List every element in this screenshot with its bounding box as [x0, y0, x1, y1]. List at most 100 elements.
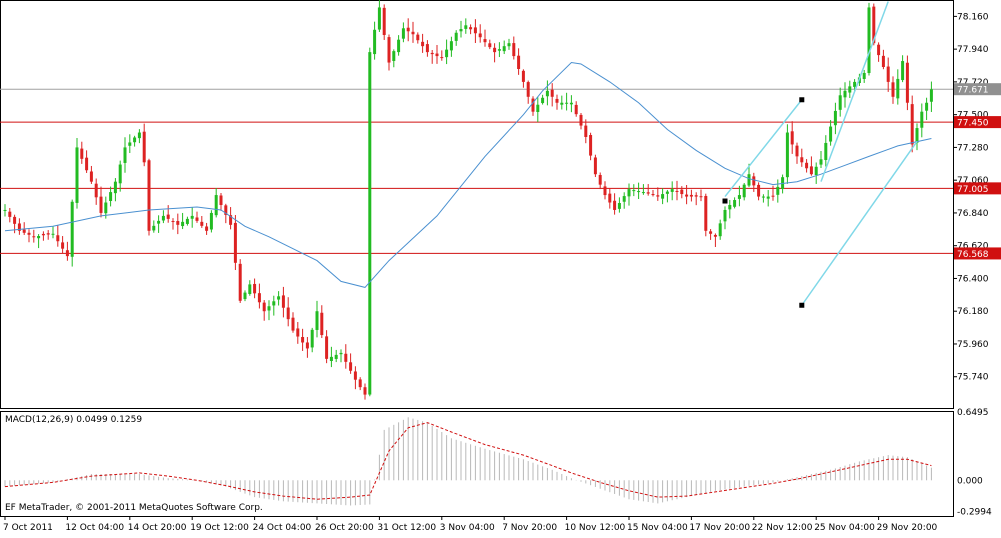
- candle: [406, 18, 410, 42]
- candle: [584, 119, 588, 144]
- candle: [641, 184, 645, 195]
- candle-body: [89, 171, 93, 182]
- candle: [363, 383, 367, 400]
- anchor-marker[interactable]: [799, 97, 805, 103]
- candle-body: [32, 236, 36, 238]
- candle: [473, 19, 477, 44]
- candle-body: [675, 190, 679, 192]
- time-tick-label: 10 Nov 12:00: [565, 523, 626, 533]
- candle-body: [46, 233, 50, 235]
- candle: [901, 55, 905, 83]
- candle-body: [301, 337, 305, 343]
- candle: [152, 220, 156, 233]
- candle-body: [27, 232, 31, 235]
- chart-axes: 78.160 77.940 77.720 77.500 77.280 77.060 76.8…: [3, 12, 1001, 533]
- candle-body: [488, 43, 492, 48]
- candle-body: [464, 25, 468, 29]
- candle-body: [377, 7, 381, 30]
- candle-body: [56, 235, 60, 242]
- candle-body: [358, 379, 362, 388]
- candle-body: [401, 28, 405, 39]
- candle: [627, 183, 631, 206]
- candle: [689, 189, 693, 202]
- candle-body: [85, 157, 89, 171]
- candle-body: [613, 200, 617, 210]
- candle-body: [80, 148, 84, 159]
- candle-body: [766, 196, 770, 199]
- current-price-tag: 77.671: [957, 86, 989, 96]
- candle: [579, 112, 583, 130]
- candle: [171, 218, 175, 230]
- candle: [267, 300, 271, 321]
- candle: [41, 231, 45, 241]
- candle: [891, 76, 895, 104]
- candle-body: [603, 186, 607, 196]
- candle: [334, 349, 338, 363]
- candle-body: [862, 72, 866, 80]
- candle: [94, 178, 98, 205]
- candle-body: [13, 216, 17, 224]
- candle-body: [142, 131, 146, 163]
- candle-body: [123, 147, 127, 163]
- candle-body: [315, 311, 319, 330]
- anchor-marker[interactable]: [799, 302, 805, 308]
- candle-body: [37, 236, 41, 239]
- candle: [430, 50, 434, 64]
- candle-body: [70, 201, 74, 257]
- candle: [397, 35, 401, 56]
- candle: [305, 337, 309, 358]
- channel-line-2[interactable]: [820, 1, 889, 182]
- anchor-marker[interactable]: [722, 198, 728, 204]
- candle: [205, 222, 209, 235]
- candle: [637, 182, 641, 200]
- candle: [536, 97, 540, 123]
- candle: [233, 215, 237, 271]
- candle: [257, 283, 261, 309]
- candle-body: [641, 192, 645, 194]
- candle: [17, 218, 21, 235]
- candle-body: [896, 78, 900, 99]
- candle-body: [699, 196, 703, 198]
- candle-body: [905, 62, 909, 103]
- candle-body: [531, 98, 535, 112]
- candle-body: [545, 90, 549, 97]
- candle-body: [584, 125, 588, 137]
- candle: [680, 186, 684, 199]
- candle-body: [910, 104, 914, 145]
- candle: [886, 57, 890, 92]
- candle: [718, 219, 722, 240]
- candle-body: [65, 250, 69, 257]
- candle: [325, 330, 329, 364]
- channel-line-0[interactable]: [724, 99, 803, 198]
- candle: [37, 234, 41, 249]
- candle-body: [262, 302, 266, 312]
- candle-body: [469, 27, 473, 30]
- candle: [608, 188, 612, 209]
- candle-body: [41, 233, 45, 236]
- candle: [425, 40, 429, 57]
- candle: [56, 224, 60, 247]
- candle-body: [272, 301, 276, 306]
- channel-line-1[interactable]: [801, 141, 918, 306]
- candle-body: [598, 174, 602, 185]
- candle-body: [473, 27, 477, 34]
- candle: [238, 259, 242, 303]
- candle-body: [411, 31, 415, 35]
- candle-body: [248, 284, 252, 294]
- candle: [65, 241, 69, 261]
- candle: [445, 39, 449, 65]
- candle-body: [440, 57, 444, 59]
- candle-body: [819, 159, 823, 165]
- candle-body: [541, 97, 545, 104]
- candle: [248, 280, 252, 296]
- candle: [51, 226, 55, 239]
- candle: [800, 148, 804, 167]
- macd-panel: [0, 411, 954, 517]
- candle: [493, 43, 497, 63]
- candle-body: [752, 176, 756, 186]
- candle-body: [94, 183, 98, 198]
- candle-body: [320, 312, 324, 336]
- candle: [291, 312, 295, 333]
- candle: [209, 210, 213, 233]
- candle-body: [435, 53, 439, 57]
